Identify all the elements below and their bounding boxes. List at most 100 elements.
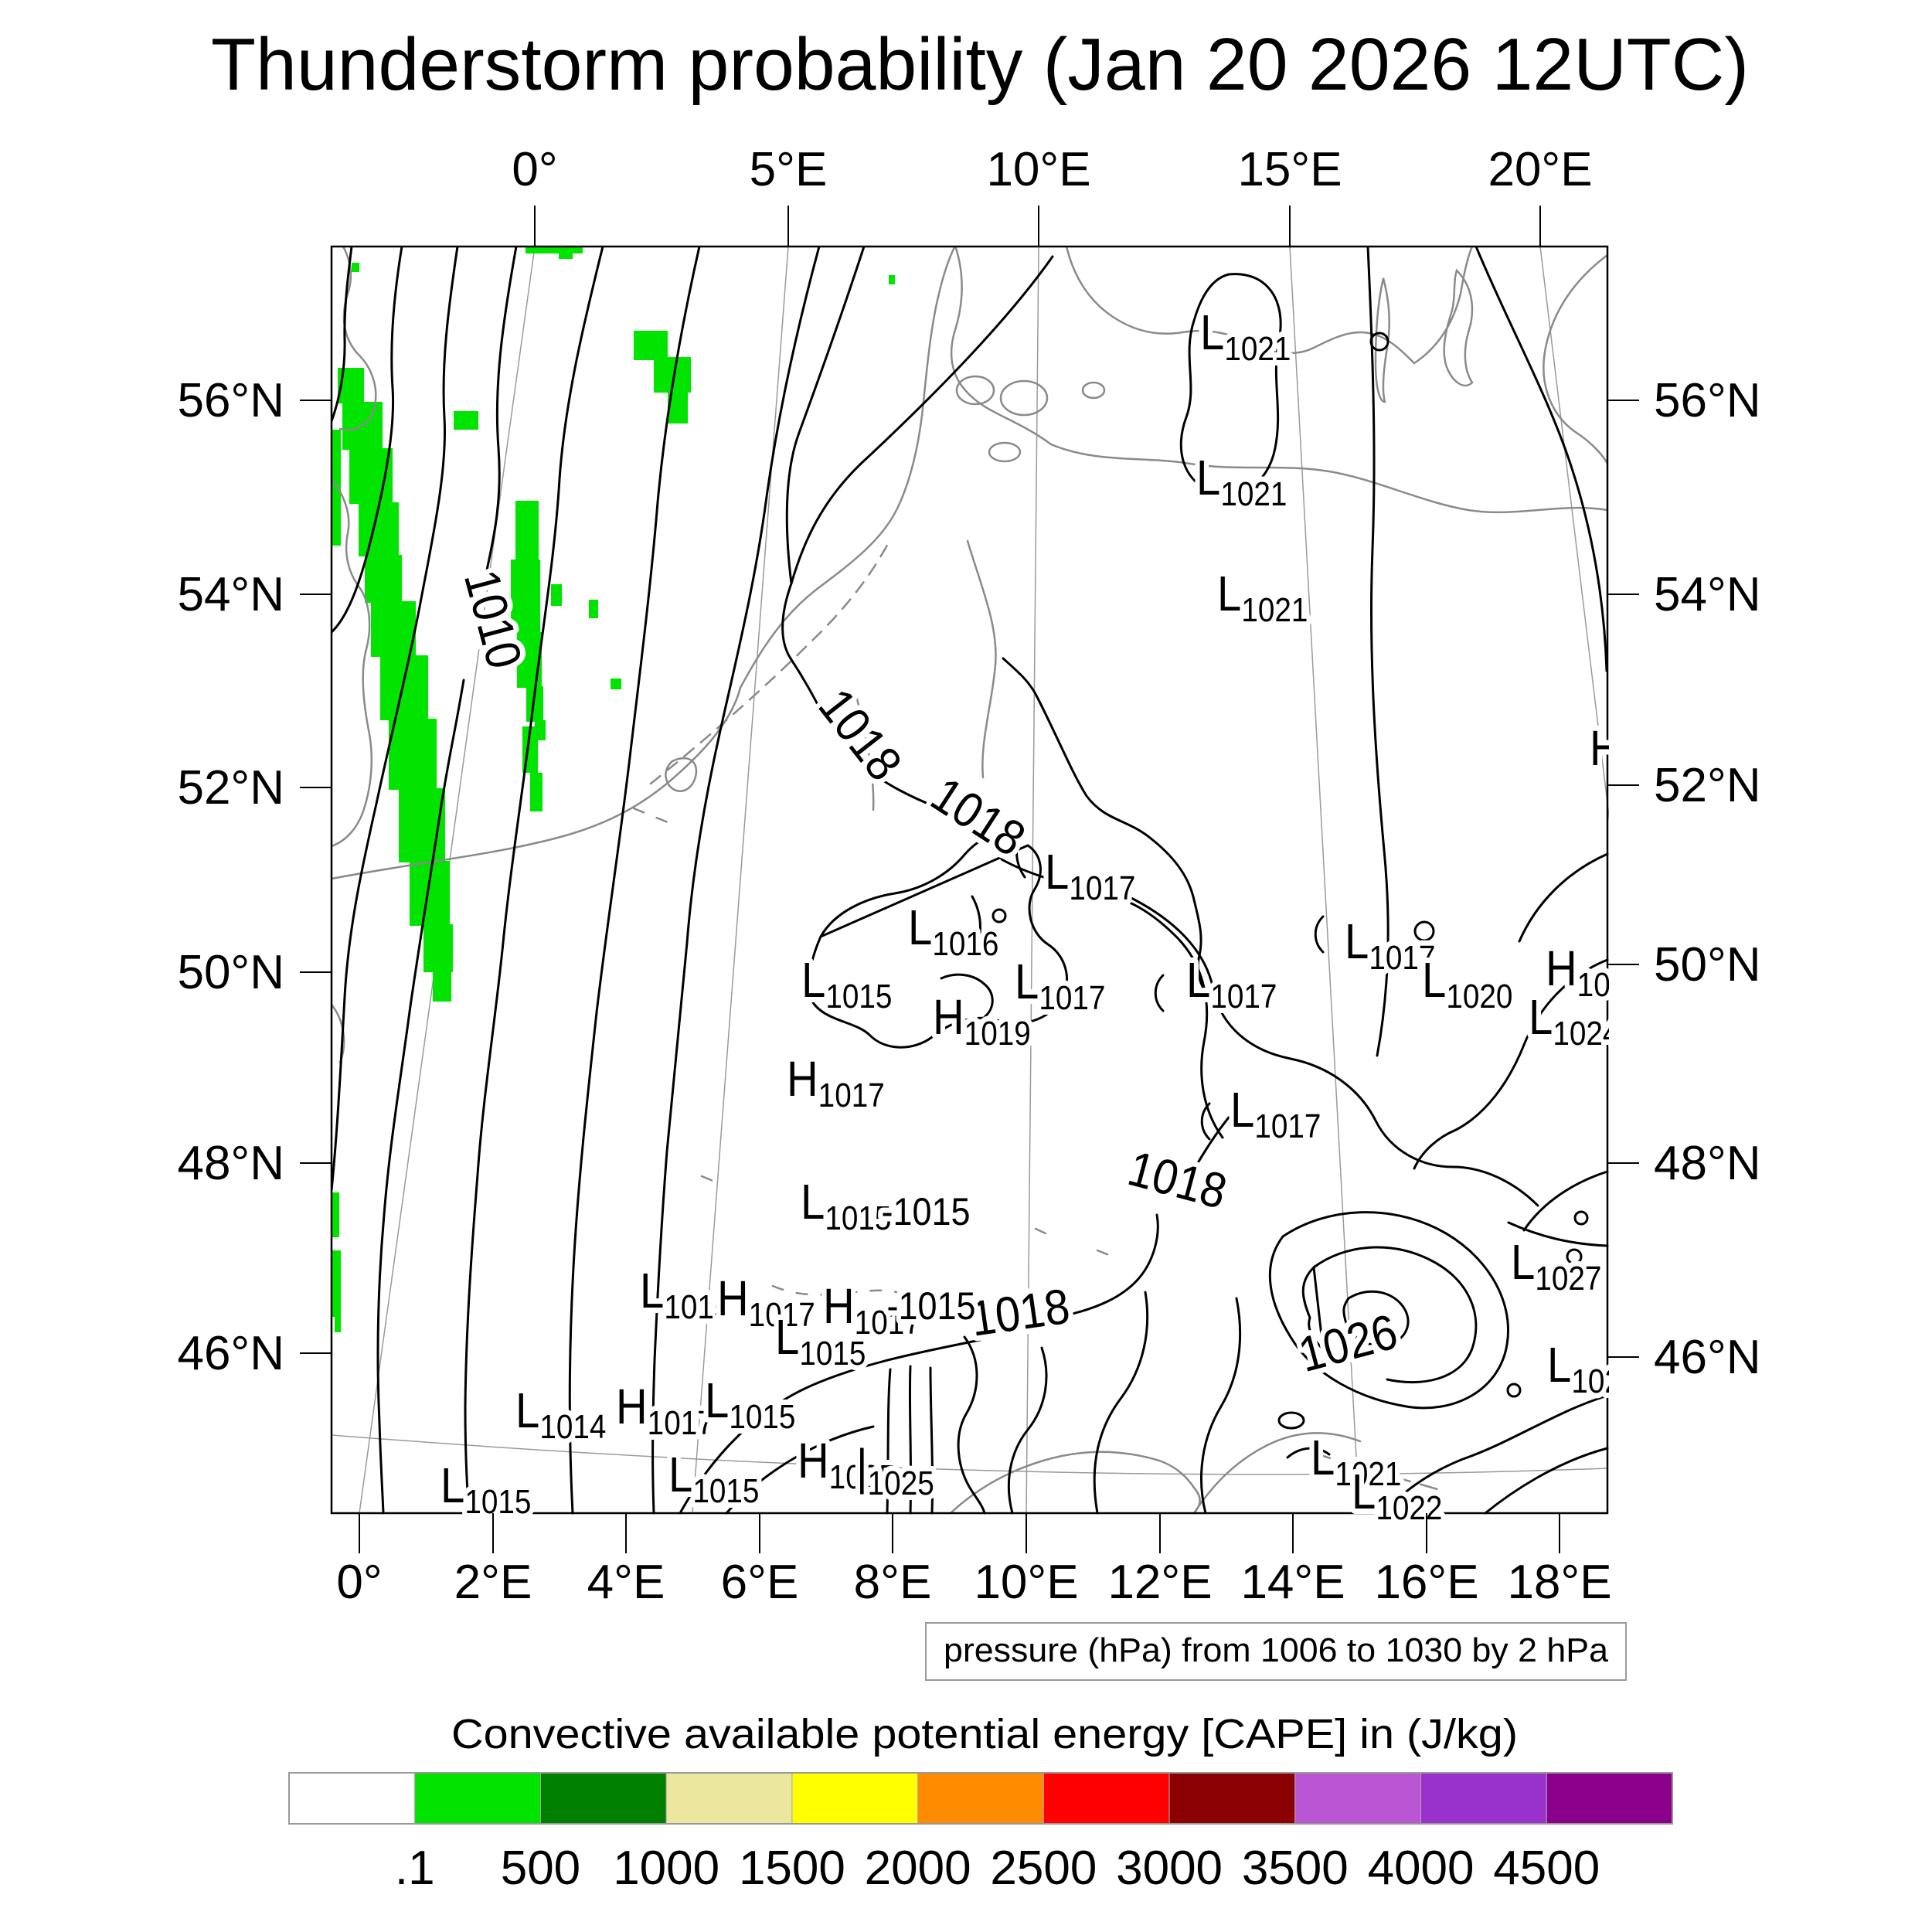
contour-value-label: -1015	[886, 1285, 975, 1328]
contour-line	[1522, 1170, 1609, 1232]
axes: 0° 5°E 10°E 15°E 20°E 0° 2°E 4°E 6°E 8°E 10°E 12°E 1…	[177, 143, 1760, 1609]
contour-arc	[1200, 1102, 1211, 1141]
contour-line	[1383, 1394, 1609, 1515]
graticule-parallel-45n	[332, 1434, 1608, 1475]
coastline-alps-specks	[632, 807, 1114, 1296]
colorbar-tick-label: .1	[395, 1842, 435, 1895]
cape-cell	[423, 924, 453, 972]
contour-line-1010	[376, 247, 518, 1515]
coastline-oland	[1374, 277, 1390, 403]
bottom-axis-label: 16°E	[1374, 1556, 1478, 1609]
cape-cell	[371, 601, 416, 657]
colorbar-cell	[1043, 1772, 1170, 1825]
top-axis-label: 15°E	[1237, 143, 1342, 196]
cape-cell	[515, 501, 539, 561]
contour-arc	[940, 973, 994, 1019]
coastline-jutland-east	[950, 247, 1609, 514]
cape-cell	[526, 686, 543, 722]
cape-cell	[332, 1192, 339, 1237]
bottom-axis-label: 12°E	[1107, 1556, 1212, 1609]
colorbar-tick-label: 3000	[1116, 1842, 1223, 1895]
contour-small-loop	[992, 908, 1007, 923]
contour-value-label: 1018	[968, 1278, 1073, 1347]
cape-cell	[335, 1315, 341, 1332]
contour-value-label: 1018	[808, 679, 913, 791]
cape-shading	[332, 247, 895, 1332]
cape-cell	[433, 971, 451, 1002]
top-axis-label: 5°E	[750, 143, 828, 196]
page-title: Thunderstorm probability (Jan 20 2026 12…	[211, 23, 1749, 106]
pressure-value-label: |1025	[856, 1439, 934, 1502]
contour-arc	[971, 895, 981, 960]
bottom-axis-label: 18°E	[1507, 1556, 1611, 1609]
contour-line-poland	[1127, 895, 1539, 1207]
contour-cluster-mid-1026	[1301, 1246, 1478, 1384]
contour-line	[1507, 1221, 1609, 1247]
cape-cell	[410, 861, 450, 926]
top-axis-label: 10°E	[986, 143, 1090, 196]
low-center-label: L1015	[705, 1372, 795, 1436]
coastline-frisian-islands	[649, 538, 892, 785]
pressure-note-box	[925, 1622, 1627, 1681]
high-center-label: H1019	[933, 989, 1031, 1053]
colorbar-cell	[1420, 1772, 1547, 1825]
coastline-uk-fragment2	[332, 478, 373, 848]
contour-line	[332, 247, 459, 1192]
left-axis-label: 52°N	[177, 761, 284, 815]
coastline-italy-adriatic	[949, 1451, 1201, 1515]
cape-cell	[332, 1250, 341, 1317]
cape-cell	[526, 247, 583, 253]
contour-line-1018-south	[679, 1338, 981, 1515]
coastline-island	[1081, 381, 1106, 400]
cape-cell	[365, 555, 402, 603]
coastline-istria	[1192, 1432, 1362, 1515]
coastlines	[332, 247, 1609, 1515]
low-center-label: L1017	[1045, 844, 1135, 907]
low-center-label: L1021	[1196, 450, 1287, 513]
colorbar-cell	[288, 1772, 416, 1825]
coastline-elbe-river	[966, 539, 997, 779]
low-center-label: L1015	[640, 1263, 730, 1326]
low-center-label: L1021	[1200, 304, 1291, 368]
right-axis-label: 54°N	[1654, 568, 1761, 621]
contour-line-1018	[781, 255, 1054, 726]
cape-cell	[559, 253, 573, 259]
low-center-label: L1015	[801, 952, 892, 1015]
left-axis-label: 48°N	[177, 1137, 284, 1190]
coastline-dalmatia-islands	[1312, 1451, 1447, 1493]
high-center-label: H1017	[787, 1051, 885, 1114]
contour-line	[568, 247, 701, 1515]
bottom-axis-label: 6°E	[721, 1556, 799, 1609]
colorbar-title: Convective available potential energy [C…	[451, 1711, 1518, 1757]
contour-line-1018	[785, 247, 866, 585]
low-center-label: L1022	[1352, 1464, 1442, 1527]
contour-line-alps	[886, 1368, 892, 1515]
graticule-meridian	[1539, 247, 1609, 821]
left-axis-label: 54°N	[177, 568, 284, 621]
right-axis-label: 48°N	[1654, 1137, 1761, 1190]
contour-line	[1484, 1447, 1609, 1515]
coastline-northsea-baltic	[332, 247, 956, 880]
low-center-label: L1021	[1311, 1430, 1401, 1493]
contour-line	[1475, 247, 1608, 672]
contour-line-1018-south	[1065, 1213, 1159, 1317]
colorbar-cell	[791, 1772, 919, 1825]
bottom-axis-label: 2°E	[454, 1556, 532, 1609]
left-axis-label: 50°N	[177, 946, 284, 999]
contour-line	[725, 1425, 875, 1515]
colorbar-cell	[1168, 1772, 1296, 1825]
graticule-meridian	[1026, 247, 1039, 1514]
right-axis-label: 46°N	[1654, 1331, 1761, 1384]
bottom-axis-label: 0°	[336, 1556, 382, 1609]
colorbar-cell	[1546, 1772, 1673, 1825]
contour-line-alps	[1007, 1346, 1048, 1515]
right-axis-label: 52°N	[1654, 759, 1761, 812]
contour-value-label: 1018	[1123, 1141, 1233, 1219]
cape-cell	[380, 655, 428, 720]
cape-cell	[551, 584, 562, 606]
colorbar-tick-label: 4000	[1368, 1842, 1475, 1895]
colorbar-tick-label: 3500	[1242, 1842, 1349, 1895]
cape-cell	[511, 560, 540, 634]
contour-cluster-inner	[1342, 1290, 1410, 1347]
